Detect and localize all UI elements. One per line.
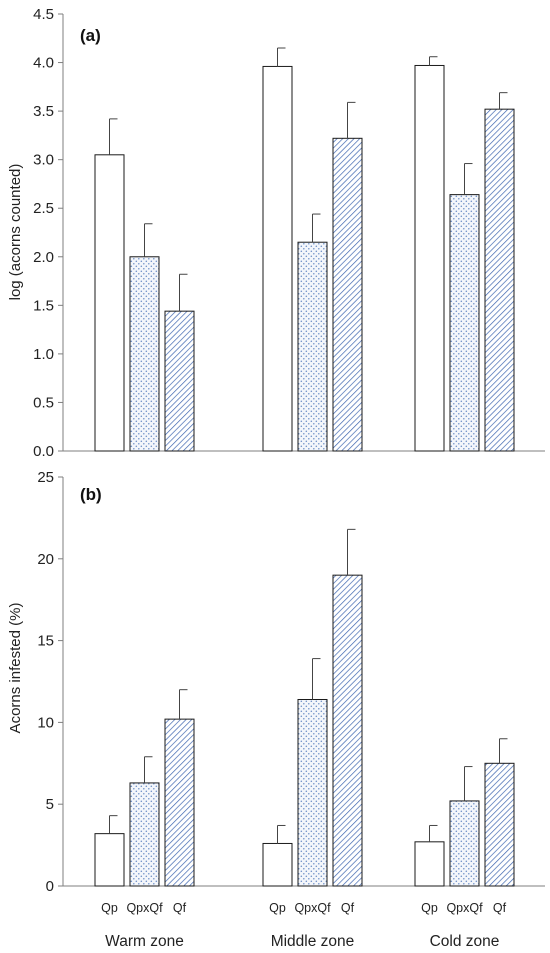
panel-a-bar-qpxqf-1 (129, 256, 160, 452)
panel-a-bar-qf-1 (164, 310, 195, 452)
panel-a-y-tick-label: 1.5 (33, 297, 54, 314)
panel-a-bar-qf-3 (484, 108, 515, 452)
panel-b-y-tick-label: 0 (46, 878, 54, 895)
panel-a-y-ticks: 0.0 0.5 1.0 1.5 2.0 2.5 3.0 3.5 4.0 4.5 (33, 6, 63, 460)
panel-b-bar-qp-3 (414, 841, 445, 887)
panel-b-y-tick-label: 5 (46, 796, 54, 813)
species-label-qpxqf: QpxQf (126, 901, 163, 915)
panel-b-bar-qf-1 (164, 718, 195, 887)
panel-b-y-axis-label: Acorns infested (%) (7, 603, 24, 734)
species-label-qp: Qp (421, 901, 438, 915)
panel-a-bar-qpxqf-2 (297, 241, 328, 452)
panel-b-bar-qp-2 (262, 842, 293, 887)
panel-a-bar-qpxqf-3 (449, 194, 480, 452)
panel-b-species-labels: Qp QpxQf Qf Qp QpxQf Qf Qp QpxQf Qf (101, 901, 506, 915)
panel-a-y-tick-label: 4.5 (33, 6, 54, 23)
panel-a-y-tick-label: 2.0 (33, 249, 54, 266)
panel-a: (a) log (acorns counted) 0.0 0.5 1.0 1.5 2.0… (7, 6, 545, 460)
panel-b-bars (94, 528, 515, 887)
panel-a-bar-qp-1 (94, 154, 125, 452)
panel-b-y-tick-label: 15 (37, 633, 54, 650)
panel-a-y-tick-label: 4.0 (33, 55, 54, 72)
panel-a-bar-qf-2 (332, 137, 363, 452)
panel-a-y-tick-label: 0.0 (33, 443, 54, 460)
panel-b: (b) Acorns infested (%) 0 5 10 15 20 25 Qp Qpx… (7, 469, 545, 915)
species-label-qf: Qf (173, 901, 187, 915)
zone-labels: Warm zone Middle zone Cold zone (105, 933, 499, 950)
zone-label-2: Middle zone (271, 933, 355, 950)
panel-b-label: (b) (80, 485, 102, 504)
panel-a-bars (94, 47, 515, 452)
species-label-qpxqf: QpxQf (446, 901, 483, 915)
zone-label-1: Warm zone (105, 933, 184, 950)
panel-b-bar-qf-3 (484, 762, 515, 887)
panel-a-label: (a) (80, 26, 101, 45)
panel-b-bar-qpxqf-2 (297, 698, 328, 887)
panel-b-y-ticks: 0 5 10 15 20 25 (37, 469, 63, 895)
panel-a-y-tick-label: 1.0 (33, 346, 54, 363)
panel-b-bar-qp-1 (94, 833, 125, 887)
species-label-qp: Qp (101, 901, 118, 915)
panel-b-y-tick-label: 20 (37, 551, 54, 568)
panel-a-y-tick-label: 2.5 (33, 200, 54, 217)
panel-a-y-axis-label: log (acorns counted) (7, 164, 24, 301)
species-label-qf: Qf (341, 901, 355, 915)
zone-label-3: Cold zone (430, 933, 500, 950)
panel-b-bar-qf-2 (332, 574, 363, 887)
panel-a-y-tick-label: 3.0 (33, 152, 54, 169)
panel-a-y-tick-label: 0.5 (33, 394, 54, 411)
panel-b-y-tick-label: 25 (37, 469, 54, 486)
panel-a-y-tick-label: 3.5 (33, 103, 54, 120)
panel-b-y-tick-label: 10 (37, 714, 54, 731)
panel-b-bar-qpxqf-1 (129, 782, 160, 887)
panel-a-bar-qp-3 (414, 64, 445, 452)
species-label-qp: Qp (269, 901, 286, 915)
species-label-qpxqf: QpxQf (294, 901, 331, 915)
species-label-qf: Qf (493, 901, 507, 915)
panel-a-bar-qp-2 (262, 65, 293, 452)
panel-b-bar-qpxqf-3 (449, 800, 480, 887)
